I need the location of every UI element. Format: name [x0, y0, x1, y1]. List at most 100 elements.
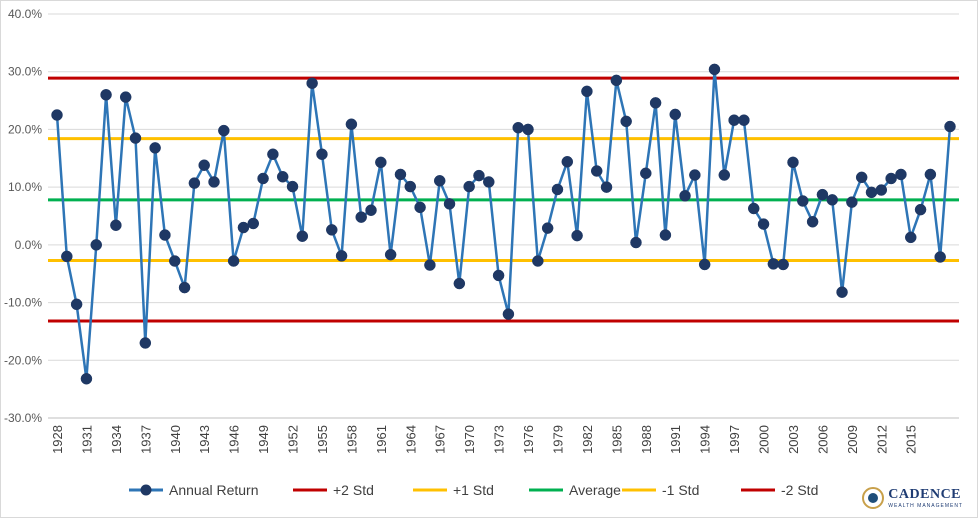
data-point [757, 218, 770, 230]
x-tick-label: 1997 [727, 425, 742, 454]
data-point [110, 219, 122, 231]
data-point [70, 298, 83, 311]
legend-label-plusminus-1-std: +1 Std [453, 482, 494, 498]
x-tick-label: 1979 [550, 425, 565, 454]
data-point [335, 250, 348, 262]
data-point [728, 114, 740, 126]
data-point [365, 204, 377, 216]
x-tick-label: 1970 [462, 425, 477, 454]
x-tick-label: 1934 [109, 425, 124, 454]
data-point [561, 155, 574, 168]
data-point [443, 198, 456, 210]
x-tick-label: 1967 [433, 425, 448, 454]
data-point [718, 169, 731, 181]
data-point [188, 177, 201, 189]
compass-logo-icon [862, 487, 885, 509]
data-point [316, 148, 328, 160]
x-tick-label: 1994 [698, 425, 713, 454]
x-tick-label: 1964 [403, 425, 418, 454]
data-point [433, 175, 446, 187]
data-point [571, 229, 583, 242]
legend: Annual Return +2 Std +1 Std Average -1 Std -2… [129, 482, 818, 498]
data-point [355, 211, 367, 223]
gridlines [48, 13, 959, 419]
annual-return-series [51, 63, 956, 385]
data-point [865, 186, 878, 199]
data-point [227, 255, 240, 267]
data-point [384, 248, 397, 261]
x-tick-label: 1940 [168, 425, 183, 454]
data-point [276, 171, 289, 183]
data-point [404, 180, 417, 193]
data-point [787, 156, 799, 169]
data-point [394, 168, 407, 181]
x-tick-label: 1937 [138, 425, 153, 454]
data-point [895, 168, 907, 181]
data-point [375, 156, 387, 169]
data-point [855, 171, 868, 184]
data-point [463, 180, 475, 193]
data-point [669, 108, 681, 121]
y-tick-label: 0.0% [15, 238, 43, 252]
y-tick-label: 30.0% [8, 65, 42, 79]
data-point [649, 97, 662, 109]
x-tick-label: 2012 [874, 425, 889, 454]
data-point [237, 221, 250, 234]
data-point [944, 120, 956, 133]
data-point [581, 85, 593, 98]
x-tick-label: 1931 [79, 425, 94, 454]
data-point [247, 217, 260, 230]
x-tick-label: 2006 [815, 425, 830, 454]
x-tick-label: 1949 [256, 425, 271, 454]
data-point [875, 184, 888, 196]
data-point [885, 172, 897, 185]
x-tick-label: 1943 [197, 425, 212, 454]
data-point [541, 222, 554, 234]
legend-label-average: Average [569, 482, 621, 498]
data-point [620, 115, 632, 128]
data-point [61, 250, 73, 263]
legend-label-plusminus-2-std: +2 Std [333, 482, 374, 498]
data-point [51, 109, 63, 121]
data-point [551, 183, 564, 196]
data-point [512, 121, 524, 134]
data-point [590, 165, 603, 177]
data-point [80, 373, 93, 385]
data-point [659, 229, 672, 241]
data-point [797, 195, 809, 207]
data-point [178, 281, 191, 294]
data-point [139, 337, 152, 349]
x-tick-label: 1991 [668, 425, 683, 454]
x-tick-label: 1928 [50, 425, 65, 454]
data-point [904, 231, 917, 244]
data-point [806, 216, 819, 228]
data-point [424, 259, 436, 271]
x-tick-label: 1958 [344, 425, 359, 454]
data-point [630, 236, 642, 249]
data-point [492, 269, 505, 282]
x-tick-label: 1952 [286, 425, 301, 454]
x-tick-label: 1961 [374, 425, 389, 454]
data-point [159, 229, 171, 241]
data-point [414, 201, 426, 214]
data-point [483, 176, 495, 188]
y-tick-label: -30.0% [4, 411, 42, 425]
x-tick-label: 1985 [609, 425, 624, 454]
data-point [532, 255, 544, 267]
company-logo: CADENCE WEALTH MANAGEMENT [862, 487, 963, 509]
data-point [679, 190, 691, 202]
x-tick-label: 1982 [580, 425, 595, 454]
data-point [257, 172, 269, 185]
data-point [846, 196, 858, 208]
data-point [473, 169, 485, 182]
x-tick-label: 1976 [521, 425, 536, 454]
data-point [777, 258, 789, 271]
data-point [296, 230, 309, 242]
logo-name: CADENCE [888, 486, 962, 502]
x-tick-label: 2015 [904, 425, 919, 454]
data-point [306, 77, 318, 90]
data-point [522, 123, 534, 136]
y-tick-label: -20.0% [4, 353, 42, 367]
data-point [836, 286, 848, 298]
x-tick-label: 2009 [845, 425, 860, 454]
